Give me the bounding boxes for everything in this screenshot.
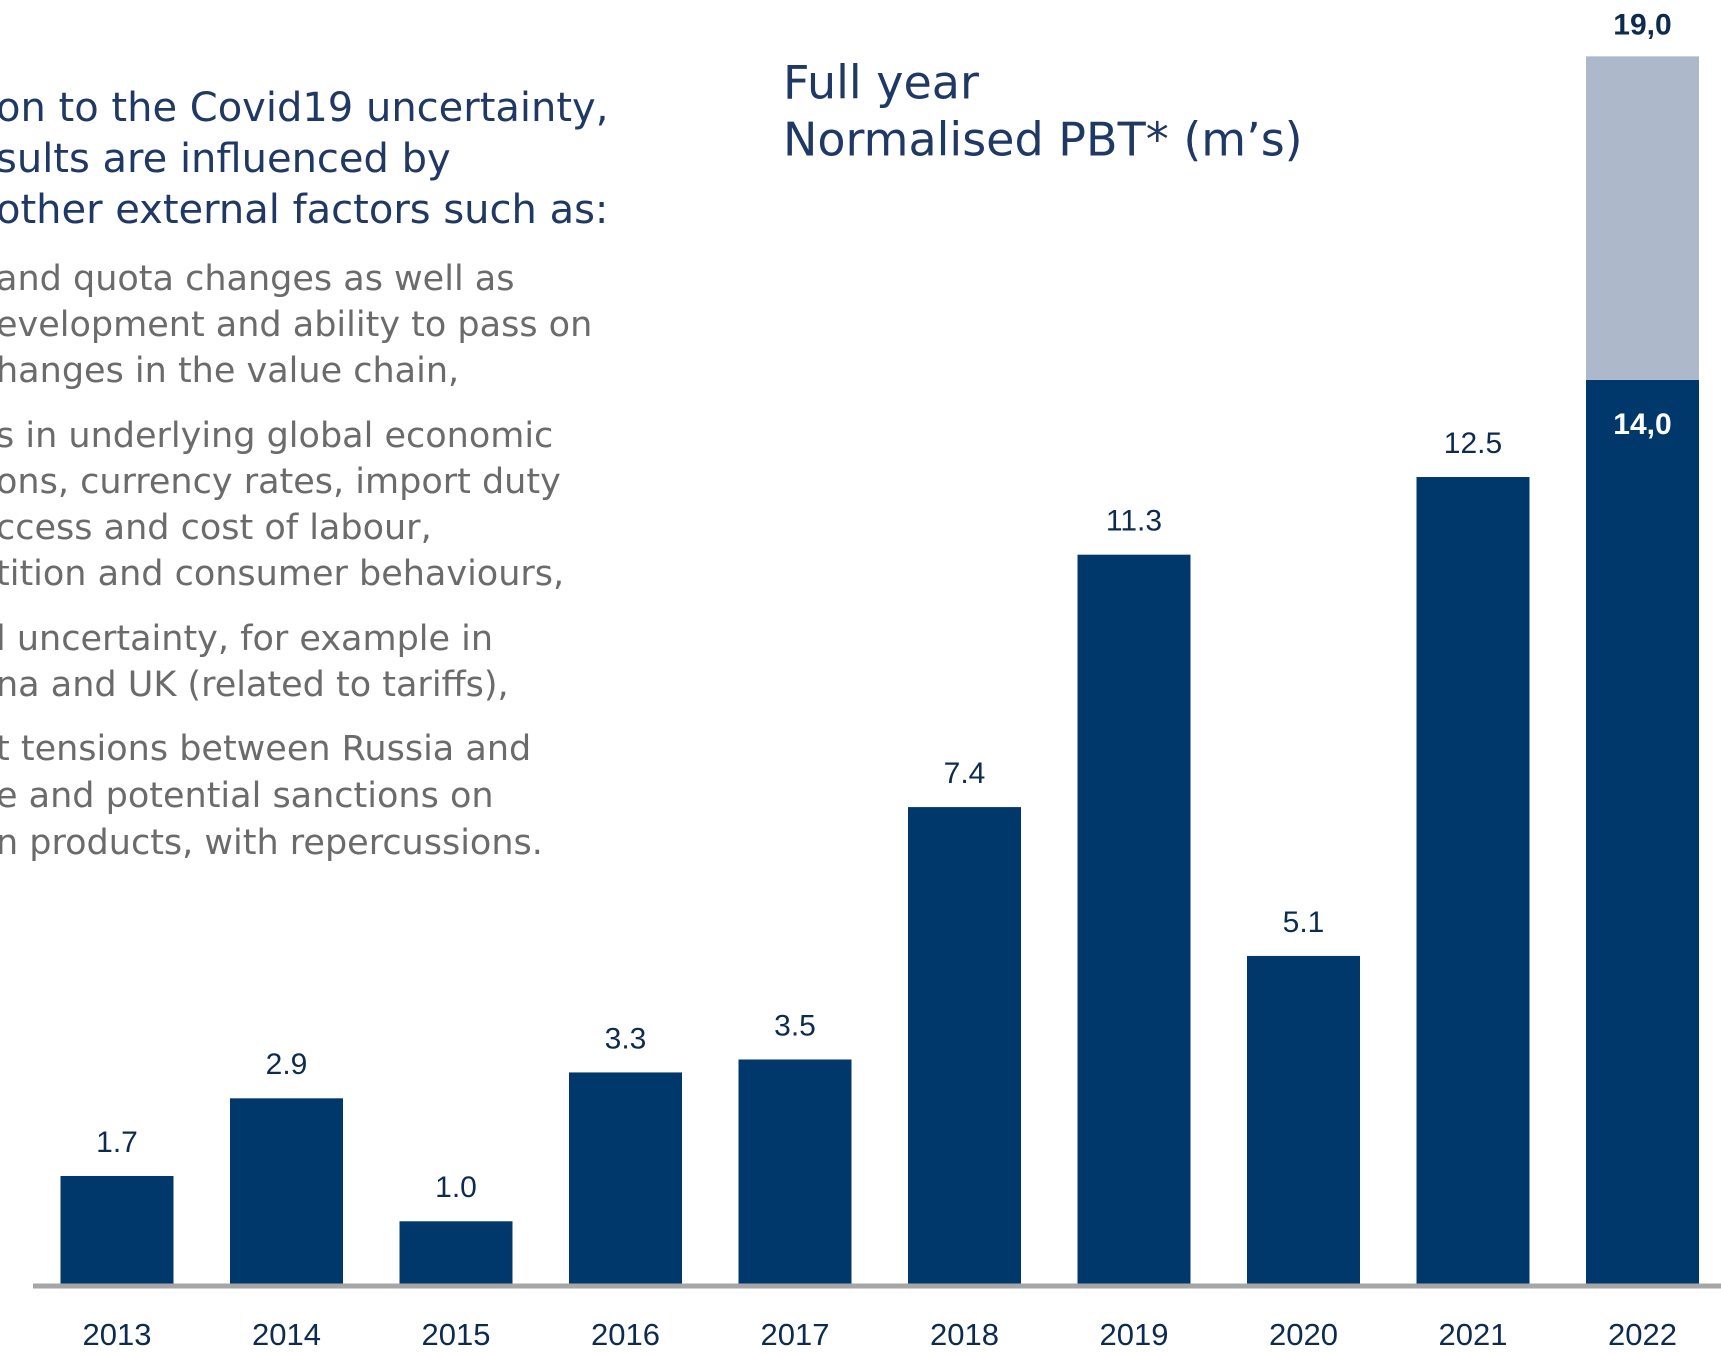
x-tick-label: 2021 xyxy=(1439,1317,1508,1352)
value-label: 7.4 xyxy=(944,757,986,790)
bar xyxy=(1416,477,1530,1286)
chart-title: Full year xyxy=(783,56,979,110)
bullet-line: hanges in the value chain, xyxy=(0,351,459,391)
value-label: 1.0 xyxy=(435,1171,477,1204)
x-tick-label: 2018 xyxy=(930,1317,999,1352)
x-tick-label: 2019 xyxy=(1100,1317,1169,1352)
bar xyxy=(908,807,1021,1286)
bullet-line: n products, with repercussions. xyxy=(0,823,543,863)
value-label: 2.9 xyxy=(266,1048,308,1081)
value-label: 14,0 xyxy=(1613,408,1671,441)
x-tick-label: 2022 xyxy=(1608,1317,1677,1352)
value-label: 3.3 xyxy=(605,1022,647,1055)
bullet-line: l uncertainty, for example in xyxy=(0,619,493,659)
bar xyxy=(1586,379,1699,1286)
x-tick-label: 2020 xyxy=(1269,1317,1338,1352)
x-tick-label: 2017 xyxy=(761,1317,830,1352)
x-tick-label: 2016 xyxy=(591,1317,660,1352)
bullet-line: t tensions between Russia and xyxy=(0,729,531,769)
bar xyxy=(230,1098,343,1286)
value-label: 3.5 xyxy=(774,1009,816,1042)
bullet-line: s in underlying global economic xyxy=(0,416,553,456)
bar xyxy=(1077,554,1191,1286)
bullet-line: ons, currency rates, import duty xyxy=(0,462,561,502)
value-label: 5.1 xyxy=(1283,906,1325,939)
heading-line: on to the Covid19 uncertainty, xyxy=(0,85,608,131)
bullet-line: na and UK (related to tariffs), xyxy=(0,665,509,705)
bar xyxy=(60,1175,174,1286)
bar xyxy=(738,1059,852,1286)
heading-line: other external factors such as: xyxy=(0,187,608,233)
x-tick-label: 2013 xyxy=(83,1317,152,1352)
bullet-line: e and potential sanctions on xyxy=(0,776,494,816)
value-label: 1.7 xyxy=(96,1126,138,1159)
heading-line: sults are influenced by xyxy=(0,136,451,182)
bullet-line: tition and consumer behaviours, xyxy=(0,554,564,594)
bullet-line: ccess and cost of labour, xyxy=(0,508,432,548)
value-label: 12.5 xyxy=(1444,427,1502,460)
x-tick-label: 2014 xyxy=(252,1317,321,1352)
bullet-line: and quota changes as well as xyxy=(0,259,514,299)
value-label: 11.3 xyxy=(1106,505,1162,538)
bar xyxy=(1586,56,1699,380)
total-label: 19,0 xyxy=(1613,8,1671,41)
bar xyxy=(1247,955,1360,1286)
bar xyxy=(399,1221,513,1286)
x-tick-label: 2015 xyxy=(422,1317,491,1352)
bar xyxy=(569,1072,682,1286)
chart-title: Normalised PBT* (m’s) xyxy=(783,113,1303,167)
bullet-line: evelopment and ability to pass on xyxy=(0,305,592,345)
